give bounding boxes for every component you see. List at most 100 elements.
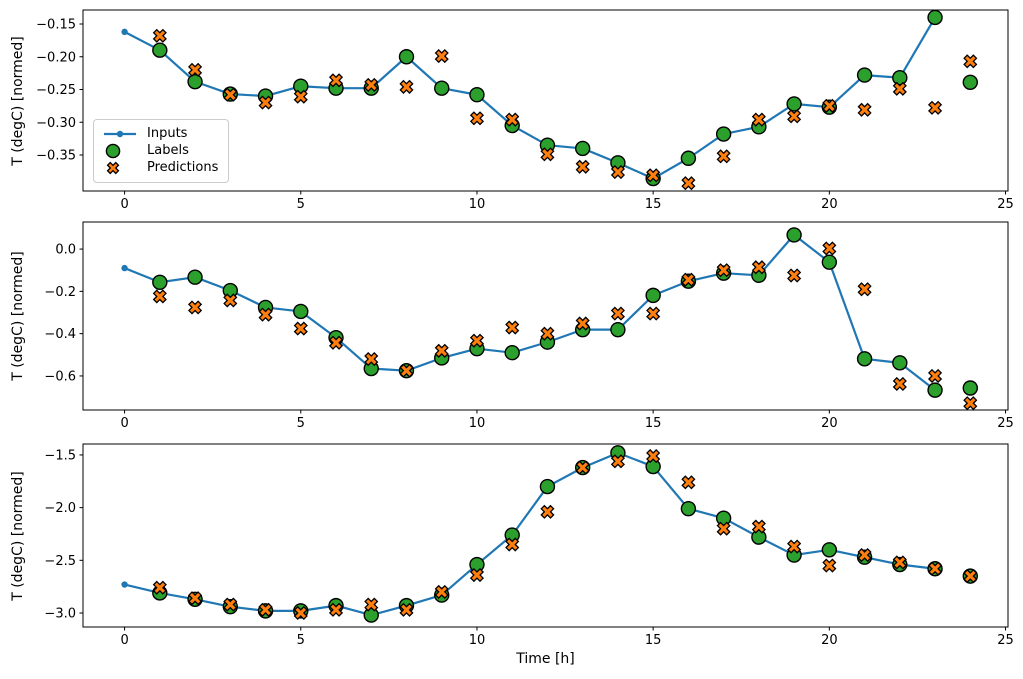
y-tick-label: −0.35 xyxy=(36,149,76,164)
predictions-x-marker xyxy=(399,363,414,378)
x-tick-label: 0 xyxy=(120,197,128,212)
predictions-x-marker xyxy=(646,306,661,321)
predictions-x-marker xyxy=(540,504,555,519)
x-tick-label: 20 xyxy=(821,633,838,648)
predictions-x-marker xyxy=(399,79,414,94)
predictions-x-marker xyxy=(328,335,344,350)
predictions-x-marker xyxy=(399,602,414,617)
y-axis-label-middle: T (degC) [normed] xyxy=(10,251,26,381)
predictions-x-marker xyxy=(892,555,907,570)
inputs-point-marker xyxy=(121,28,128,36)
x-axis-label: Time [h] xyxy=(516,651,575,667)
predictions-x-marker xyxy=(716,521,731,536)
labels-circle-marker xyxy=(187,73,203,90)
labels-circle-marker xyxy=(645,287,661,304)
y-tick-label: −2.0 xyxy=(44,501,76,516)
y-axis-label-top: T (degC) [normed] xyxy=(10,36,26,166)
inputs-point-marker xyxy=(121,581,128,588)
labels-circle-marker xyxy=(363,607,379,623)
x-tick-label: 15 xyxy=(645,197,662,212)
labels-circle-marker xyxy=(892,355,908,371)
predictions-x-marker xyxy=(364,351,379,367)
predictions-x-marker xyxy=(751,519,766,534)
x-tick-label: 10 xyxy=(469,197,486,212)
predictions-x-marker xyxy=(857,547,872,563)
predictions-x-marker xyxy=(152,580,167,595)
predictions-x-marker xyxy=(716,149,731,164)
legend-item-labels: Labels xyxy=(103,142,218,159)
y-axis-label-bottom: T (degC) [normed] xyxy=(10,471,26,601)
predictions-x-marker xyxy=(787,109,802,124)
labels-circle-marker xyxy=(962,74,978,90)
labels-circle-marker xyxy=(680,500,697,517)
x-tick-label: 10 xyxy=(469,633,486,648)
predictions-x-marker xyxy=(258,307,273,322)
predictions-x-marker xyxy=(716,263,731,278)
subplot-1: 0 5 10 15 20 25 −0.15 −0.20 −0.25 −0.30 −0.35 xyxy=(36,9,1014,212)
predictions-x-marker xyxy=(927,100,943,115)
predictions-x-marker xyxy=(364,597,379,612)
predictions-x-marker xyxy=(293,321,308,336)
predictions-x-marker xyxy=(575,159,590,174)
y-tick-label: −0.25 xyxy=(36,83,76,98)
predictions-x-marker xyxy=(927,368,943,384)
predictions-x-marker xyxy=(892,81,907,96)
predictions-x-marker xyxy=(469,333,485,348)
predictions-x-marker xyxy=(610,306,625,321)
inputs-line xyxy=(124,233,936,391)
y-tick-label: −0.20 xyxy=(36,50,76,65)
predictions-x-marker xyxy=(434,343,449,358)
predictions-x-marker xyxy=(223,597,238,612)
predictions-x-marker xyxy=(927,561,943,576)
predictions-x-marker xyxy=(787,539,802,554)
x-tick-label: 5 xyxy=(297,416,305,431)
predictions-x-marker xyxy=(187,62,203,77)
axes-frame xyxy=(82,9,1009,192)
predictions-x-marker xyxy=(258,95,273,110)
predictions-x-marker xyxy=(505,537,520,552)
y-tick-label: −1.5 xyxy=(44,449,76,464)
predictions-x-marker xyxy=(152,28,167,43)
labels-circle-marker xyxy=(856,351,873,367)
labels-circle-marker xyxy=(504,344,520,361)
labels-circle-marker xyxy=(751,529,767,545)
predictions-x-marker xyxy=(575,460,590,475)
predictions-x-marker xyxy=(469,567,485,583)
x-tick-label: 0 xyxy=(120,633,128,648)
legend-label: Predictions xyxy=(147,160,219,176)
predictions-x-marker xyxy=(751,260,766,275)
predictions-x-marker xyxy=(187,300,203,315)
predictions-x-marker xyxy=(787,268,802,283)
predictions-x-marker xyxy=(505,112,520,127)
y-tick-label: 0.0 xyxy=(55,243,76,258)
axes-frame xyxy=(82,221,1009,411)
x-tick-label: 20 xyxy=(821,416,838,431)
predictions-x-icon xyxy=(103,160,137,176)
predictions-x-marker xyxy=(857,282,872,297)
labels-circle-marker xyxy=(927,382,943,398)
labels-circle-marker xyxy=(892,70,908,86)
predictions-x-marker xyxy=(963,396,978,411)
labels-circle-marker xyxy=(293,303,309,320)
labels-circle-marker xyxy=(786,96,802,112)
legend-item-predictions: Predictions xyxy=(103,160,218,177)
labels-circle-marker xyxy=(715,510,732,526)
labels-circle-marker xyxy=(821,542,838,558)
x-tick-label: 25 xyxy=(997,416,1014,431)
labels-circle-marker xyxy=(469,556,485,573)
labels-circle-marker xyxy=(152,42,168,58)
y-tick-label: −0.4 xyxy=(44,327,76,342)
labels-circle-marker xyxy=(610,321,626,338)
predictions-x-marker xyxy=(469,111,485,126)
legend: Inputs Labels Predictions xyxy=(93,119,230,183)
predictions-x-marker xyxy=(328,73,344,88)
predictions-x-marker xyxy=(963,54,978,69)
y-tick-label: −0.15 xyxy=(36,18,76,33)
x-tick-label: 15 xyxy=(645,633,662,648)
x-tick-label: 15 xyxy=(645,416,662,431)
x-tick-label: 25 xyxy=(997,197,1014,212)
predictions-x-marker xyxy=(223,87,238,102)
labels-circle-marker xyxy=(187,269,203,285)
labels-circle-marker xyxy=(715,126,732,142)
